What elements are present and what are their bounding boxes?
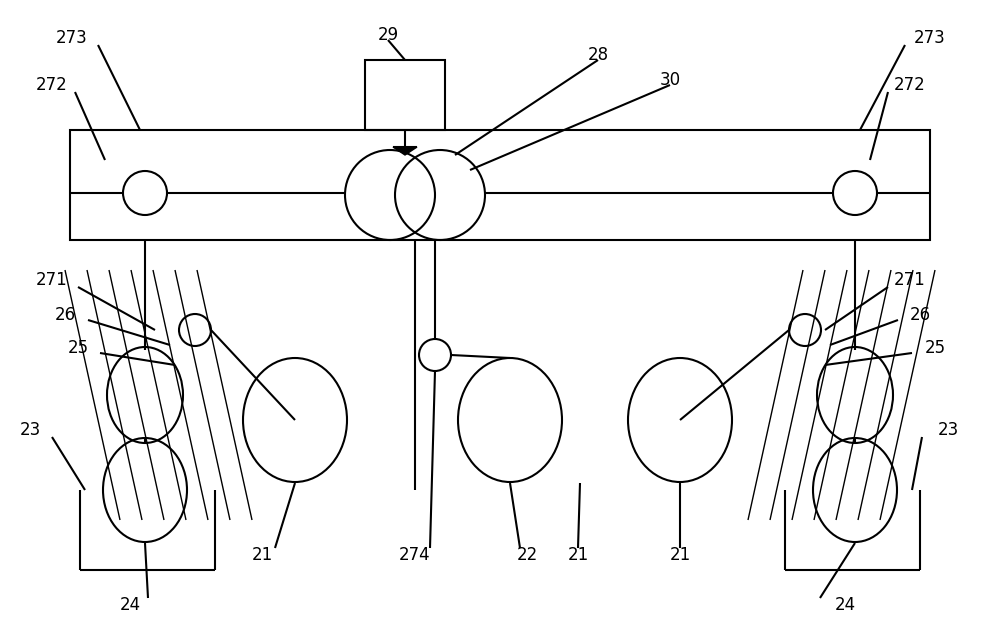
Text: 28: 28: [587, 46, 609, 64]
Text: 25: 25: [67, 339, 89, 357]
Text: 273: 273: [56, 29, 88, 47]
Text: 271: 271: [36, 271, 68, 289]
Text: 271: 271: [894, 271, 926, 289]
Text: 23: 23: [937, 421, 959, 439]
Text: 272: 272: [894, 76, 926, 94]
Polygon shape: [393, 147, 417, 155]
Text: 24: 24: [119, 596, 141, 614]
Text: 21: 21: [567, 546, 589, 564]
Text: 272: 272: [36, 76, 68, 94]
Text: 21: 21: [251, 546, 273, 564]
Text: 26: 26: [909, 306, 931, 324]
Text: 274: 274: [399, 546, 431, 564]
Text: 21: 21: [669, 546, 691, 564]
Text: 24: 24: [834, 596, 856, 614]
Text: 23: 23: [19, 421, 41, 439]
Text: 26: 26: [54, 306, 76, 324]
Text: 273: 273: [914, 29, 946, 47]
Bar: [70, 130, 930, 240]
Bar: [365, 60, 445, 130]
Text: 30: 30: [659, 71, 681, 89]
Text: 29: 29: [377, 26, 399, 44]
Text: 22: 22: [516, 546, 538, 564]
Text: 25: 25: [924, 339, 946, 357]
